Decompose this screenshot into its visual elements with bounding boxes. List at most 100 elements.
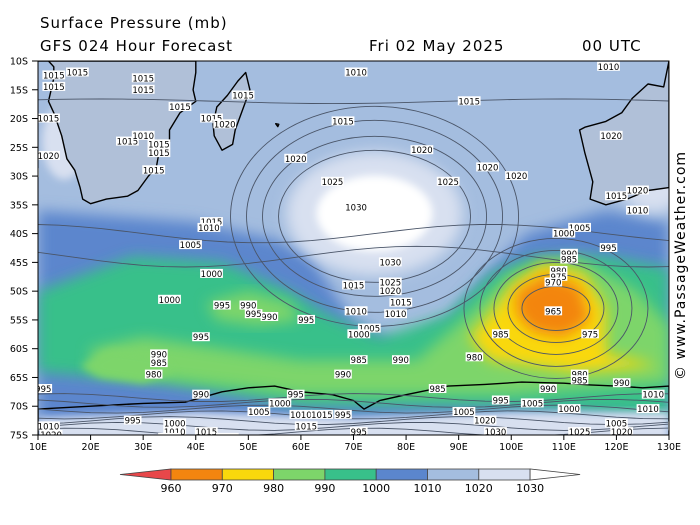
isobar-label-bg: [552, 228, 576, 238]
legend-segment: [273, 468, 326, 481]
lat-tick-label: 70S: [10, 402, 28, 413]
isobar-label-bg: [610, 427, 634, 435]
isobar-label-bg: [297, 314, 315, 324]
isobar-label-bg: [66, 67, 89, 77]
isobar-label: 1020: [411, 146, 433, 156]
isobar-label-bg: [331, 116, 355, 126]
isobar-label: 1020: [214, 120, 236, 130]
isobar-label-bg: [42, 70, 66, 80]
isobar-label-bg: [197, 222, 221, 232]
isobar-label-bg: [476, 162, 499, 172]
isobar-label-bg: [605, 191, 628, 201]
isobar-label-bg: [549, 266, 568, 275]
isobar-label-bg: [231, 90, 255, 100]
forecast-date: Fri 02 May 2025: [369, 37, 505, 55]
isobar-label-bg: [147, 139, 171, 149]
isobar-label-bg: [38, 150, 60, 160]
isobar-label: 985: [571, 376, 587, 386]
isobar-label: 990: [393, 356, 409, 366]
legend-arrow-low: [119, 468, 172, 481]
isobar-label: 1000: [201, 270, 223, 280]
isobar-label-bg: [389, 297, 413, 307]
legend-label: 1000: [362, 482, 390, 495]
isobar-label: 1020: [611, 428, 633, 438]
isobar-label-bg: [597, 61, 620, 71]
legend-label: 990: [314, 482, 335, 495]
isobar-label-bg: [344, 306, 368, 316]
isobar-label: 995: [35, 385, 51, 395]
isobar-label-bg: [452, 407, 476, 416]
lon-tick-label: 30E: [134, 442, 152, 453]
isobar-label-bg: [123, 415, 142, 425]
isobar-label: 1015: [295, 422, 317, 432]
isobar-label-bg: [557, 404, 581, 414]
legend-segment: [427, 468, 480, 481]
lat-tick-label: 35S: [10, 200, 28, 211]
isobar-label-bg: [378, 257, 402, 267]
isobar-label-bg: [239, 300, 258, 310]
lon-tick-label: 90E: [450, 442, 468, 453]
isobar-label: 985: [429, 385, 445, 395]
isobar-label: 1015: [67, 69, 89, 79]
isobar-label-bg: [334, 409, 352, 419]
isobar-label: 1020: [40, 431, 62, 441]
isobar-label: 1030: [485, 428, 507, 438]
isobar-label-bg: [626, 205, 649, 215]
isobar-label: 990: [540, 385, 556, 395]
isobar-label-bg: [131, 130, 155, 140]
legend-label: 1010: [414, 482, 442, 495]
isobar-label: 1010: [38, 422, 60, 432]
isobar-label: 1010: [164, 428, 186, 438]
isobar-label: 1010: [385, 310, 407, 320]
isobar-label-bg: [38, 113, 60, 123]
isobar-label: 1025: [437, 178, 459, 188]
isobar-label: 1025: [379, 279, 401, 289]
isobar-polar-4: [38, 416, 669, 426]
isobar-label-bg: [410, 145, 434, 155]
isobar-label-bg: [544, 306, 563, 316]
isobar-label-bg: [42, 81, 66, 91]
isobar-label-bg: [168, 102, 192, 111]
isobar-label-bg: [39, 430, 63, 435]
isobar-label: 1010: [642, 391, 664, 401]
lat-tick-label: 15S: [10, 85, 28, 96]
isobar-label-bg: [599, 130, 623, 140]
isobar-label-bg: [286, 389, 305, 399]
isobar-label: 995: [245, 310, 261, 320]
isobar-label-bg: [570, 375, 589, 385]
lat-tick-label: 60S: [10, 344, 28, 355]
lon-tick-label: 100E: [499, 442, 523, 453]
pressure-region-5: [516, 273, 591, 338]
isobar-label-bg: [158, 294, 181, 304]
isobar-label: 1020: [474, 417, 496, 427]
isobar-label-bg: [605, 418, 628, 428]
legend-color-bar: [119, 468, 581, 481]
isobar-label: 1000: [553, 230, 575, 240]
isobar-label-bg: [150, 358, 168, 368]
lat-tick-label: 30S: [10, 172, 28, 183]
isobar-label: 1015: [132, 74, 154, 84]
isobar-label: 995: [351, 428, 367, 438]
isobar-label: 1025: [569, 428, 591, 438]
isobar-label: 995: [335, 411, 351, 421]
isobar-label-bg: [581, 329, 599, 339]
isobar-label: 1000: [269, 399, 291, 409]
isobar-label: 990: [151, 350, 167, 360]
isobar-label: 1020: [506, 172, 528, 182]
isobar-label-bg: [334, 369, 352, 379]
isobar-label: 1015: [43, 71, 65, 81]
legend-segment: [170, 468, 223, 481]
isobar-label-bg: [599, 243, 618, 252]
isobar-label: 1015: [143, 166, 165, 176]
isobar-label-bg: [491, 329, 510, 339]
lat-tick-label: 45S: [10, 258, 28, 269]
isobar-label-bg: [384, 309, 407, 319]
isobar-label: 995: [600, 244, 616, 254]
isobar-label: 990: [240, 302, 256, 312]
lat-tick-label: 50S: [10, 287, 28, 298]
lat-tick-label: 10S: [10, 57, 28, 68]
isobar-label: 995: [298, 316, 314, 326]
isobar-label: 1010: [198, 224, 220, 234]
